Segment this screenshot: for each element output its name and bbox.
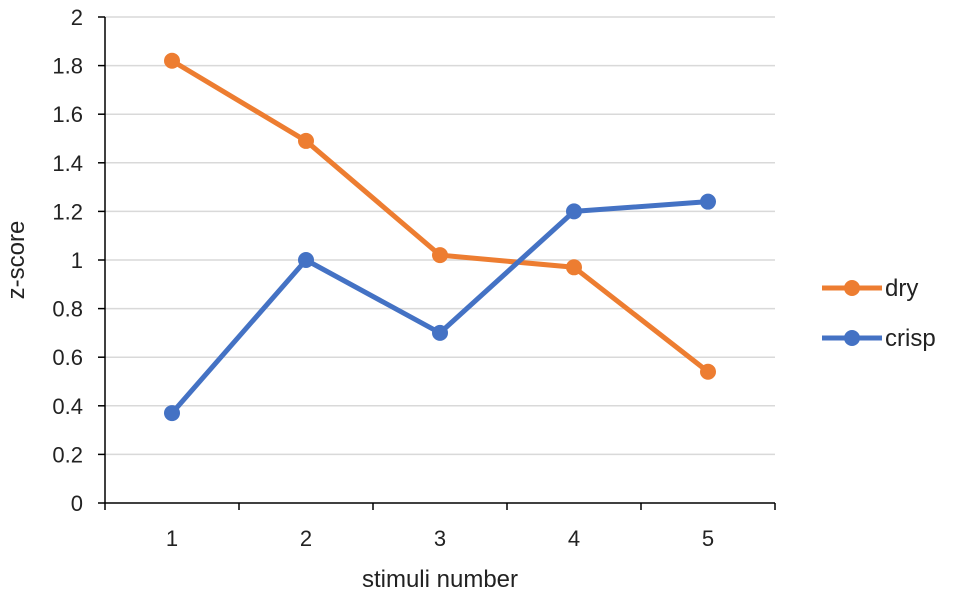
x-tick-labels: 1 2 3 4 5: [166, 526, 714, 551]
legend-item-crisp: crisp: [822, 325, 936, 352]
legend: dry crisp: [822, 275, 936, 352]
x-tick-label: 1: [166, 526, 178, 551]
data-point-crisp: [700, 193, 716, 210]
legend-label: dry: [885, 275, 918, 302]
data-point-dry: [700, 363, 716, 380]
series-layer: [164, 52, 716, 422]
y-tick-label: 1.4: [52, 151, 83, 176]
y-tick-label: 0.8: [52, 297, 83, 322]
x-axis-title: stimuli number: [362, 566, 518, 593]
data-point-dry: [164, 52, 180, 69]
legend-swatch-marker: [844, 280, 860, 296]
data-point-dry: [566, 259, 582, 276]
y-tick-label: 0.4: [52, 394, 83, 419]
data-point-dry: [298, 132, 314, 149]
x-tick-label: 3: [434, 526, 446, 551]
series-crisp: [164, 193, 716, 422]
data-point-dry: [432, 247, 448, 264]
y-tick-label: 0.6: [52, 345, 83, 370]
y-tick-label: 1: [71, 248, 83, 273]
y-tick-label: 1.8: [52, 54, 83, 79]
legend-item-dry: dry: [822, 275, 918, 302]
axes: [98, 16, 776, 510]
y-tick-label: 2: [71, 5, 83, 30]
data-point-crisp: [432, 324, 448, 341]
data-point-crisp: [566, 203, 582, 220]
x-tick-label: 5: [702, 526, 714, 551]
legend-swatch-marker: [844, 330, 860, 346]
legend-label: crisp: [885, 325, 936, 352]
y-tick-label: 1.6: [52, 102, 83, 127]
data-point-crisp: [298, 252, 314, 268]
x-tick-label: 4: [568, 526, 580, 551]
series-dry: [164, 52, 716, 380]
y-tick-labels: 0 0.2 0.4 0.6 0.8 1 1.2 1.4 1.6 1.8 2: [52, 5, 83, 516]
y-tick-label: 1.2: [52, 199, 83, 224]
y-tick-label: 0.2: [52, 442, 83, 467]
x-tick-label: 2: [300, 526, 312, 551]
y-tick-label: 0: [71, 491, 83, 516]
y-axis-title: z-score: [3, 221, 30, 300]
data-point-crisp: [164, 405, 180, 422]
